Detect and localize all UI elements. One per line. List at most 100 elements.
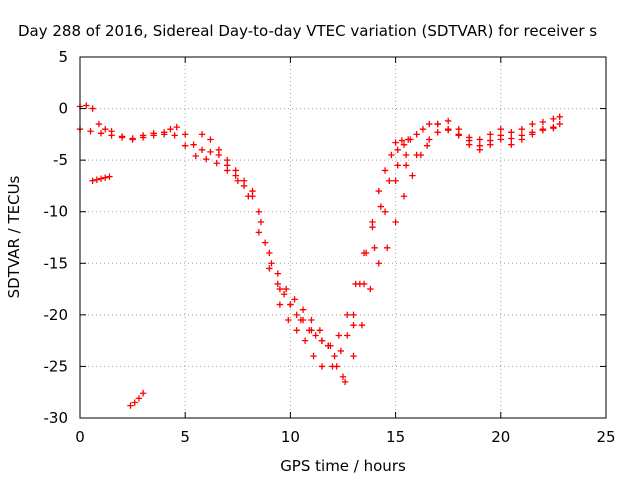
- y-tick-label: -10: [44, 203, 69, 221]
- data-point: [255, 208, 263, 215]
- chart-title: Day 288 of 2016, Sidereal Day-to-day VTE…: [18, 22, 597, 40]
- data-series-6: [127, 390, 147, 409]
- data-point: [135, 395, 143, 402]
- data-point: [402, 151, 410, 159]
- data-point: [394, 146, 401, 154]
- data-point: [299, 306, 307, 313]
- data-point: [215, 146, 223, 154]
- data-point: [139, 390, 147, 397]
- data-point: [182, 131, 189, 138]
- data-point: [261, 239, 269, 246]
- data-point: [182, 142, 189, 149]
- data-point: [434, 120, 441, 128]
- data-point: [419, 126, 427, 133]
- data-point: [539, 126, 547, 133]
- plot-frame: [79, 56, 607, 419]
- data-point: [350, 311, 357, 319]
- x-tick-label: 15: [386, 428, 405, 446]
- data-point: [327, 342, 334, 349]
- data-point: [529, 131, 536, 138]
- data-point: [371, 244, 378, 252]
- grid-layer: [80, 57, 606, 418]
- data-point: [276, 301, 284, 308]
- data-point: [341, 378, 349, 386]
- data-point: [413, 131, 420, 138]
- data-point: [350, 321, 357, 329]
- data-point: [160, 129, 168, 136]
- data-point: [487, 141, 494, 148]
- y-tick-label: -15: [44, 254, 69, 272]
- y-tick-label: -25: [44, 357, 69, 375]
- x-tick-label: 5: [180, 428, 190, 446]
- data-point: [337, 347, 345, 355]
- data-point: [476, 136, 483, 143]
- data-series-2: [76, 124, 557, 380]
- data-point: [285, 316, 292, 324]
- data-series-5: [89, 173, 113, 184]
- data-point: [167, 126, 174, 133]
- data-point: [392, 139, 399, 146]
- y-axis-label: SDTVAR / TECUs: [5, 175, 23, 298]
- data-point: [255, 229, 263, 236]
- data-point: [518, 136, 526, 143]
- data-point: [445, 117, 452, 125]
- data-point: [293, 311, 300, 319]
- data-point: [350, 352, 357, 360]
- data-point: [276, 285, 284, 293]
- data-point: [331, 352, 338, 360]
- data-point: [518, 126, 526, 133]
- x-tick-label: 25: [596, 428, 615, 446]
- data-point: [388, 151, 395, 159]
- data-point: [550, 123, 557, 131]
- data-point: [224, 156, 231, 164]
- data-point: [417, 151, 425, 159]
- data-point: [497, 126, 504, 133]
- data-point: [318, 363, 326, 370]
- data-point: [426, 136, 433, 143]
- data-point: [118, 133, 126, 140]
- data-point: [392, 218, 399, 226]
- data-point: [301, 337, 309, 344]
- data-point: [207, 148, 214, 156]
- data-point: [280, 291, 288, 298]
- data-point: [198, 131, 206, 138]
- data-point: [249, 193, 256, 200]
- data-point: [375, 187, 382, 195]
- data-point: [97, 130, 105, 137]
- data-point: [232, 167, 239, 174]
- data-point: [466, 141, 473, 148]
- data-point: [352, 280, 359, 288]
- data-point: [381, 208, 389, 215]
- data-point: [83, 102, 90, 109]
- y-tick-label: -20: [44, 306, 69, 324]
- y-tick-label: -5: [53, 151, 68, 169]
- data-point: [293, 327, 300, 334]
- data-point: [312, 332, 319, 339]
- data-point: [455, 132, 462, 139]
- data-point: [274, 280, 281, 288]
- x-tick-label: 0: [75, 428, 85, 446]
- data-point: [344, 332, 351, 339]
- data-point: [423, 142, 431, 149]
- data-point: [291, 296, 298, 303]
- y-tick-label: 0: [58, 100, 68, 118]
- data-point: [394, 162, 401, 169]
- data-point: [287, 301, 294, 308]
- x-tick-label: 10: [281, 428, 300, 446]
- data-point: [392, 177, 399, 184]
- data-point: [434, 129, 441, 136]
- data-point: [556, 120, 563, 128]
- data-point: [339, 373, 347, 380]
- data-point: [529, 120, 536, 128]
- data-point: [400, 193, 408, 200]
- data-point: [87, 128, 94, 135]
- data-point: [129, 135, 136, 142]
- data-point: [360, 249, 368, 257]
- data-point: [89, 177, 96, 184]
- data-series-7: [392, 136, 412, 146]
- data-point: [358, 321, 366, 329]
- data-point: [93, 176, 101, 183]
- data-point: [97, 175, 105, 182]
- data-point: [409, 172, 416, 179]
- y-tick-label: -30: [44, 409, 69, 427]
